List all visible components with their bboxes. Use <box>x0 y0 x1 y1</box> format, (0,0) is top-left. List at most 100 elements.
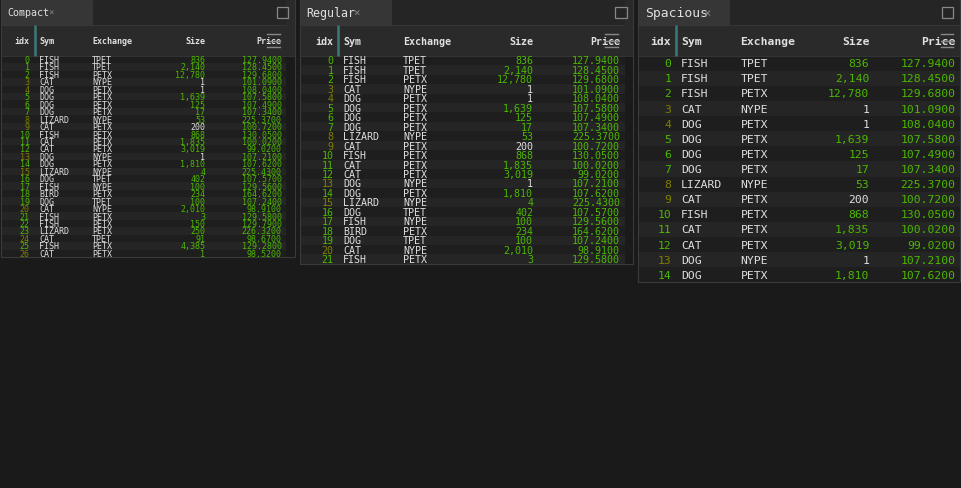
Text: Price: Price <box>257 37 282 46</box>
Text: 129.5600: 129.5600 <box>241 183 282 191</box>
Text: 8: 8 <box>664 180 672 190</box>
Text: 4: 4 <box>528 198 533 208</box>
Text: 25: 25 <box>20 242 30 251</box>
Text: CAT: CAT <box>343 245 361 255</box>
Text: 7: 7 <box>328 122 333 132</box>
Text: 15: 15 <box>321 198 333 208</box>
Text: 130.0500: 130.0500 <box>900 210 955 220</box>
Text: NYPE: NYPE <box>403 217 427 227</box>
Bar <box>638 162 960 177</box>
Bar <box>1 213 286 221</box>
Bar <box>1 72 286 79</box>
Bar <box>1 146 286 153</box>
Text: 2,140: 2,140 <box>504 66 533 76</box>
Text: 19: 19 <box>20 197 30 206</box>
Text: NYPE: NYPE <box>741 104 768 114</box>
Bar <box>300 255 625 264</box>
Text: 11: 11 <box>321 160 333 170</box>
Bar <box>1 243 286 250</box>
Text: DOG: DOG <box>39 175 55 184</box>
Text: 127.9400: 127.9400 <box>900 59 955 69</box>
Bar <box>638 177 960 192</box>
Text: DOG: DOG <box>39 153 55 162</box>
Bar <box>1 116 286 123</box>
Text: CAT: CAT <box>39 234 55 244</box>
Bar <box>1 176 286 183</box>
Bar <box>286 0 295 57</box>
Text: 4,385: 4,385 <box>181 242 206 251</box>
Text: PETX: PETX <box>92 93 112 102</box>
Text: CAT: CAT <box>343 142 361 151</box>
Text: 99.0200: 99.0200 <box>247 145 282 154</box>
Text: TPET: TPET <box>403 56 427 66</box>
Text: TPET: TPET <box>741 74 768 84</box>
Bar <box>638 207 960 223</box>
Text: 1: 1 <box>862 104 870 114</box>
Bar <box>300 236 625 245</box>
Text: 17: 17 <box>855 165 870 175</box>
Text: Sym: Sym <box>39 37 55 46</box>
Text: 107.2100: 107.2100 <box>241 153 282 162</box>
Bar <box>1 57 286 64</box>
Text: Sym: Sym <box>681 37 702 46</box>
Text: 6: 6 <box>328 113 333 123</box>
Bar <box>300 0 633 26</box>
Text: 1,810: 1,810 <box>181 160 206 169</box>
Text: PETX: PETX <box>92 101 112 109</box>
Text: 3,019: 3,019 <box>181 145 206 154</box>
Text: 4: 4 <box>328 94 333 104</box>
Text: 8: 8 <box>328 132 333 142</box>
Text: 2,140: 2,140 <box>835 74 870 84</box>
Bar <box>638 147 960 162</box>
Text: 150: 150 <box>190 220 206 228</box>
Text: 200: 200 <box>849 195 870 205</box>
Text: 10: 10 <box>321 151 333 161</box>
Bar <box>1 0 92 26</box>
Text: 12: 12 <box>657 240 672 250</box>
Text: DOG: DOG <box>343 188 361 199</box>
Text: 14: 14 <box>657 270 672 280</box>
Bar <box>638 26 960 57</box>
Text: 0: 0 <box>25 56 30 65</box>
Text: FISH: FISH <box>343 217 367 227</box>
Text: 24: 24 <box>20 234 30 244</box>
Text: CAT: CAT <box>343 160 361 170</box>
Text: 5: 5 <box>328 103 333 114</box>
Text: 226.3200: 226.3200 <box>241 227 282 236</box>
Text: 6: 6 <box>664 150 672 160</box>
Text: CAT: CAT <box>681 240 702 250</box>
Bar <box>638 0 729 26</box>
Text: 9: 9 <box>664 195 672 205</box>
Text: TPET: TPET <box>92 56 112 65</box>
Text: 836: 836 <box>190 56 206 65</box>
Text: 99.0200: 99.0200 <box>907 240 955 250</box>
Text: PETX: PETX <box>403 188 427 199</box>
Text: 129.5800: 129.5800 <box>241 212 282 221</box>
Bar <box>1 131 286 139</box>
Text: 1: 1 <box>200 85 206 95</box>
Text: 125: 125 <box>515 113 533 123</box>
Text: 402: 402 <box>515 207 533 217</box>
Bar <box>1 183 286 191</box>
Text: idx: idx <box>14 37 30 46</box>
Text: TPET: TPET <box>741 59 768 69</box>
Bar <box>1 94 286 102</box>
Text: 3: 3 <box>528 255 533 264</box>
Text: 1,639: 1,639 <box>835 135 870 144</box>
Bar <box>300 76 625 85</box>
Text: 19: 19 <box>321 236 333 246</box>
Text: 98.9100: 98.9100 <box>247 204 282 214</box>
Text: FISH: FISH <box>39 71 60 80</box>
Bar <box>300 226 625 236</box>
Text: 1: 1 <box>862 255 870 265</box>
Text: 200: 200 <box>515 142 533 151</box>
Text: PETX: PETX <box>92 130 112 139</box>
Text: PETX: PETX <box>741 165 768 175</box>
Text: NYPE: NYPE <box>741 255 768 265</box>
Text: PETX: PETX <box>741 270 768 280</box>
Text: 5: 5 <box>664 135 672 144</box>
Text: PETX: PETX <box>92 227 112 236</box>
Text: TPET: TPET <box>92 175 112 184</box>
Text: 18: 18 <box>321 226 333 236</box>
Text: 107.4900: 107.4900 <box>572 113 620 123</box>
